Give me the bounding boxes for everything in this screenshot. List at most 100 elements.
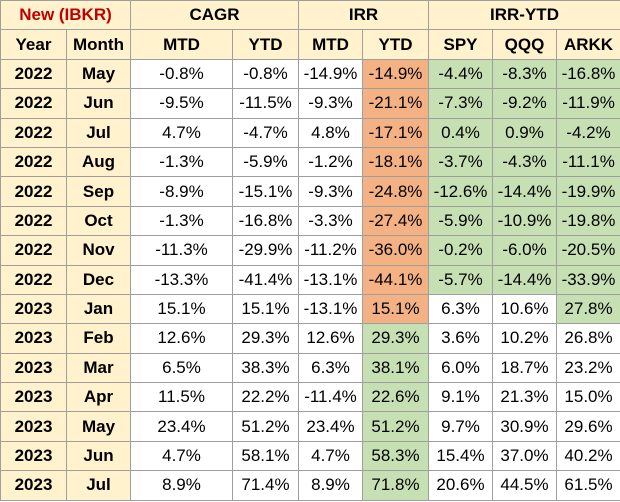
cell-cagr-ytd: 22.2% (232, 382, 299, 413)
cell-arkk: 15.0% (555, 382, 620, 413)
cell-irr-mtd: 12.6% (298, 323, 363, 354)
cell-month: Dec (66, 264, 131, 295)
cell-irr-mtd: -9.3% (298, 176, 363, 207)
cell-spy: 20.6% (428, 470, 493, 501)
cell-qqq: 10.2% (492, 323, 557, 354)
cell-cagr-ytd: 58.1% (232, 440, 299, 472)
cell-spy: 0.4% (428, 117, 493, 148)
cell-irr-ytd: 38.1% (362, 352, 429, 384)
column-header-irr-mtd: MTD (298, 29, 363, 60)
cell-cagr-mtd: 15.1% (130, 293, 233, 325)
cell-irr-ytd: -27.4% (362, 205, 429, 237)
cell-month: May (66, 58, 131, 90)
cell-year: 2022 (0, 58, 67, 90)
cell-arkk: 27.8% (555, 293, 620, 325)
cell-qqq: -14.4% (492, 264, 557, 295)
cell-cagr-ytd: -41.4% (232, 264, 299, 295)
cell-irr-mtd: 8.9% (298, 470, 363, 501)
cell-year: 2023 (0, 470, 67, 501)
cell-spy: 15.4% (428, 440, 493, 472)
cell-qqq: -4.3% (492, 146, 557, 178)
group-header-cagr: CAGR (130, 0, 299, 31)
cell-month: Apr (66, 382, 131, 413)
cell-cagr-mtd: -11.3% (130, 235, 233, 266)
cell-month: Jun (66, 440, 131, 472)
cell-irr-ytd: 58.3% (362, 440, 429, 472)
table-row: 2022 May -0.8% -0.8% -14.9% -14.9% -4.4% -8.3% -… (0, 58, 620, 90)
cell-cagr-ytd: -29.9% (232, 235, 299, 266)
cell-cagr-mtd: -1.3% (130, 146, 233, 178)
cell-irr-ytd: 71.8% (362, 470, 429, 501)
cell-month: Feb (66, 323, 131, 354)
table-row: 2023 Jul 8.9% 71.4% 8.9% 71.8% 20.6% 44.5% 61.5% (0, 470, 620, 501)
table-row: 2022 Aug -1.3% -5.9% -1.2% -18.1% -3.7% -4.3% -1… (0, 146, 620, 178)
cell-arkk: -16.8% (555, 58, 620, 90)
cell-irr-mtd: -9.3% (298, 88, 363, 119)
cell-arkk: -20.5% (555, 235, 620, 266)
column-header-cagr-ytd: YTD (232, 29, 299, 60)
group-header-row: New (IBKR) CAGR IRR IRR-YTD (0, 0, 620, 31)
cell-cagr-ytd: -5.9% (232, 146, 299, 178)
cell-arkk: -19.8% (555, 205, 620, 237)
cell-year: 2022 (0, 88, 67, 119)
cell-irr-mtd: 4.8% (298, 117, 363, 148)
cell-qqq: 10.6% (492, 293, 557, 325)
cell-month: Jun (66, 88, 131, 119)
cell-irr-ytd: -24.8% (362, 176, 429, 207)
cell-spy: 3.6% (428, 323, 493, 354)
cell-month: Jul (66, 470, 131, 501)
cell-irr-mtd: 23.4% (298, 411, 363, 442)
group-header-irr: IRR (298, 0, 429, 31)
cell-month: Jul (66, 117, 131, 148)
cell-spy: -0.2% (428, 235, 493, 266)
table-title: New (IBKR) (0, 0, 131, 31)
cell-cagr-ytd: 38.3% (232, 352, 299, 384)
cell-qqq: -10.9% (492, 205, 557, 237)
cell-irr-ytd: 15.1% (362, 293, 429, 325)
cell-month: Jan (66, 293, 131, 325)
cell-cagr-ytd: -15.1% (232, 176, 299, 207)
cell-year: 2022 (0, 205, 67, 237)
cell-month: Oct (66, 205, 131, 237)
cell-irr-ytd: -36.0% (362, 235, 429, 266)
cell-arkk: 40.2% (555, 440, 620, 472)
cell-cagr-ytd: 15.1% (232, 293, 299, 325)
cell-arkk: -11.1% (555, 146, 620, 178)
cell-year: 2023 (0, 382, 67, 413)
column-header-spy: SPY (428, 29, 493, 60)
cell-arkk: 29.6% (555, 411, 620, 442)
cell-cagr-mtd: -8.9% (130, 176, 233, 207)
cell-irr-mtd: 4.7% (298, 440, 363, 472)
cell-irr-ytd: -18.1% (362, 146, 429, 178)
cell-cagr-ytd: 29.3% (232, 323, 299, 354)
cell-spy: -12.6% (428, 176, 493, 207)
cell-spy: 9.7% (428, 411, 493, 442)
table-row: 2023 Apr 11.5% 22.2% -11.4% 22.6% 9.1% 21.3% 15.… (0, 382, 620, 413)
cell-spy: 9.1% (428, 382, 493, 413)
column-header-year: Year (0, 29, 67, 60)
table-row: 2023 Feb 12.6% 29.3% 12.6% 29.3% 3.6% 10.2% 26.8… (0, 323, 620, 354)
cell-irr-mtd: 6.3% (298, 352, 363, 384)
cell-arkk: -33.9% (555, 264, 620, 295)
cell-year: 2023 (0, 323, 67, 354)
cell-irr-ytd: -17.1% (362, 117, 429, 148)
cell-spy: -4.4% (428, 58, 493, 90)
cell-spy: 6.0% (428, 352, 493, 384)
cell-spy: -5.9% (428, 205, 493, 237)
table-row: 2023 Mar 6.5% 38.3% 6.3% 38.1% 6.0% 18.7% 23.2% (0, 352, 620, 384)
table-row: 2022 Jul 4.7% -4.7% 4.8% -17.1% 0.4% 0.9% -4.2% (0, 117, 620, 148)
cell-cagr-ytd: 71.4% (232, 470, 299, 501)
table-row: 2022 Jun -9.5% -11.5% -9.3% -21.1% -7.3% -9.2% -… (0, 88, 620, 119)
cell-irr-mtd: -11.2% (298, 235, 363, 266)
cell-qqq: -9.2% (492, 88, 557, 119)
cell-irr-ytd: -21.1% (362, 88, 429, 119)
table-row: 2022 Sep -8.9% -15.1% -9.3% -24.8% -12.6% -14.4… (0, 176, 620, 207)
table-row: 2022 Nov -11.3% -29.9% -11.2% -36.0% -0.2% -6.0… (0, 235, 620, 266)
group-header-irr-ytd: IRR-YTD (427, 0, 620, 31)
cell-cagr-mtd: 6.5% (130, 352, 233, 384)
cell-qqq: 18.7% (492, 352, 557, 384)
cell-year: 2023 (0, 411, 67, 442)
table-body: 2022 May -0.8% -0.8% -14.9% -14.9% -4.4% -8.3% -… (0, 58, 620, 501)
cell-cagr-mtd: 11.5% (130, 382, 233, 413)
cell-arkk: 23.2% (555, 352, 620, 384)
